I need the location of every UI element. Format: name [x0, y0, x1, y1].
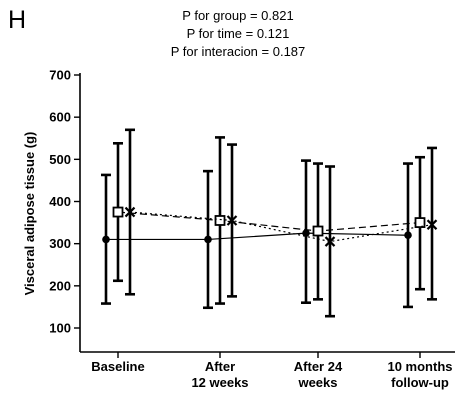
- panel-label: H: [8, 6, 27, 34]
- data-point-x: [124, 206, 136, 218]
- data-point-square: [214, 215, 226, 226]
- data-point-square: [112, 206, 124, 218]
- data-point-circle: [204, 235, 212, 244]
- data-point-square: [414, 217, 426, 228]
- x-tick-label: 10 months: [387, 359, 452, 374]
- data-point-square: [312, 225, 324, 237]
- x-tick-label: follow-up: [391, 375, 449, 390]
- series-line: [106, 232, 409, 241]
- x-tick-label: After 24: [294, 359, 343, 374]
- data-point-circle: [302, 229, 310, 237]
- x-tick-label: Baseline: [91, 359, 144, 374]
- y-tick-label: 500: [49, 152, 71, 167]
- series-line: [129, 211, 433, 243]
- x-tick-label: weeks: [297, 375, 337, 390]
- y-tick-label: 600: [49, 110, 71, 125]
- y-tick-label: 300: [49, 236, 71, 251]
- y-tick-label: 200: [49, 278, 71, 293]
- y-tick-label: 700: [49, 68, 71, 83]
- data-point-x: [226, 215, 238, 226]
- p-group-annotation: P for group = 0.821: [182, 8, 294, 23]
- y-tick-label: 100: [49, 321, 71, 336]
- p-time-annotation: P for time = 0.121: [186, 26, 290, 41]
- data-point-x: [426, 219, 438, 230]
- data-point-circle: [404, 231, 412, 240]
- data-point-x: [324, 236, 336, 247]
- x-tick-label: After: [205, 359, 235, 374]
- p-interaction-annotation: P for interacion = 0.187: [170, 44, 306, 59]
- data-point-circle: [102, 235, 110, 244]
- x-tick-label: 12 weeks: [191, 375, 248, 390]
- y-axis-label: Visceral adipose tissue (g): [22, 132, 37, 296]
- y-tick-label: 400: [49, 194, 71, 209]
